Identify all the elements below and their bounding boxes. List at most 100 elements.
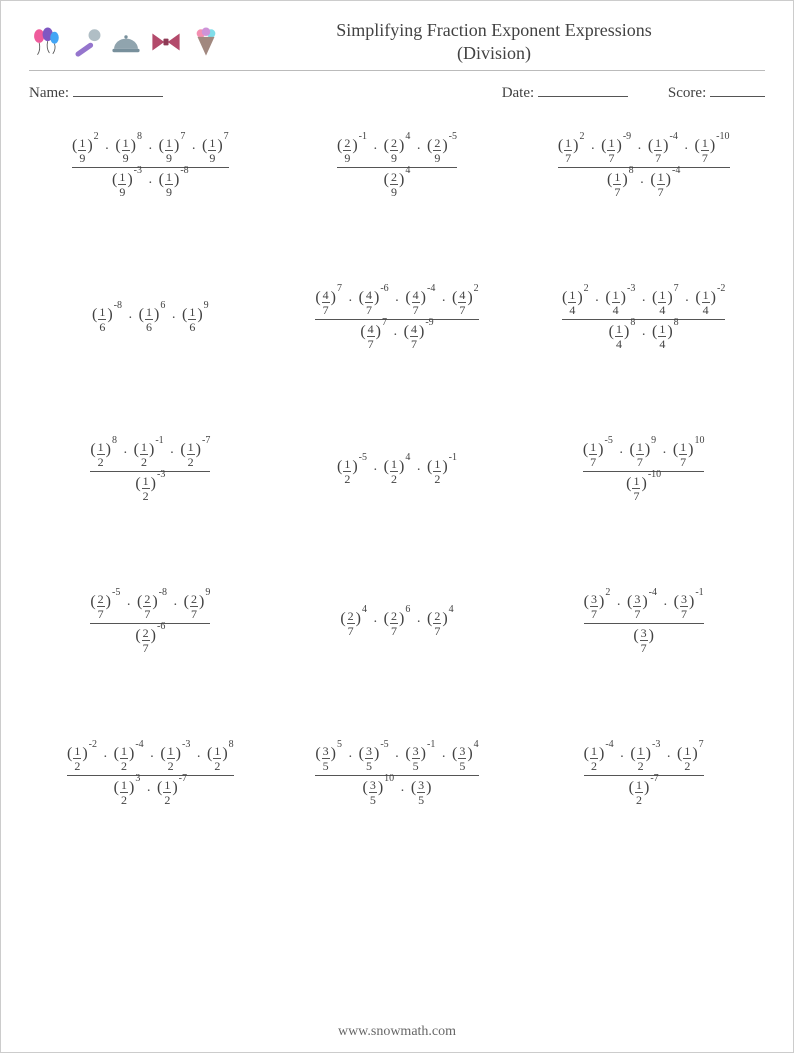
- fraction-term: (12)8: [207, 745, 234, 772]
- fraction-term: (35)5: [315, 745, 342, 772]
- fraction-term: (35)-5: [359, 745, 389, 772]
- fraction-term: (19)-8: [159, 171, 189, 198]
- footer-text: www.snowmath.com: [338, 1024, 456, 1039]
- fraction-term: (37)-1: [674, 593, 704, 620]
- fraction-term: (29)4: [384, 171, 411, 198]
- expression: (12)-4·(12)-3·(12)7(12)-7: [584, 745, 704, 806]
- problem-cell: (37)2·(37)-4·(37)-1(37): [522, 578, 765, 668]
- fraction-term: (14)7: [652, 289, 679, 316]
- expression: (12)8·(12)-1·(12)-7(12)-3: [90, 441, 210, 502]
- fraction-term: (12)-3: [160, 745, 190, 772]
- fraction-term: (27)6: [384, 610, 411, 637]
- fraction-term: (17)-4: [650, 171, 680, 198]
- expression: (14)2·(14)-3·(14)7·(14)-2(14)8·(14)8: [562, 289, 725, 350]
- fraction-term: (29)-5: [427, 137, 457, 164]
- header-icons: [29, 25, 223, 59]
- balloons-icon: [29, 25, 63, 59]
- fraction-term: (12)-1: [427, 458, 457, 485]
- expression: (17)2·(17)-9·(17)-4·(17)-10(17)8·(17)-4: [558, 137, 730, 198]
- fraction-term: (17)9: [630, 441, 657, 468]
- name-label: Name:: [29, 85, 69, 101]
- date-label: Date:: [502, 85, 534, 101]
- fraction-term: (12)-3: [135, 475, 165, 502]
- microphone-icon: [69, 25, 103, 59]
- problem-cell: (47)7·(47)-6·(47)-4·(47)2(47)7·(47)-9: [276, 274, 519, 364]
- fraction-term: (14)2: [562, 289, 589, 316]
- problem-cell: (35)5·(35)-5·(35)-1·(35)4(35)10·(35): [276, 730, 519, 820]
- fraction-term: (19)7: [202, 137, 229, 164]
- problem-cell: (12)-2·(12)-4·(12)-3·(12)8(12)3·(12)-7: [29, 730, 272, 820]
- fraction-term: (14)8: [652, 323, 679, 350]
- fraction-term: (16)9: [182, 306, 209, 333]
- fraction-term: (47)-4: [405, 289, 435, 316]
- fraction-term: (47)-9: [404, 323, 434, 350]
- fraction-term: (35)4: [452, 745, 479, 772]
- fraction-term: (29)-1: [337, 137, 367, 164]
- fraction-term: (12)-7: [157, 779, 187, 806]
- fraction-term: (35)10: [363, 779, 395, 806]
- fraction-term: (17)10: [673, 441, 705, 468]
- expression: (27)-5·(27)-8·(27)9(27)-6: [90, 593, 210, 654]
- expression: (19)2·(19)8·(19)7·(19)7(19)-3·(19)-8: [72, 137, 229, 198]
- fraction-term: (27)4: [427, 610, 454, 637]
- fraction-term: (17)-5: [583, 441, 613, 468]
- score-label: Score:: [668, 85, 706, 101]
- fraction-term: (19)2: [72, 137, 99, 164]
- fraction-term: (12)-3: [630, 745, 660, 772]
- problem-cell: (17)-5·(17)9·(17)10(17)-10: [522, 426, 765, 516]
- score-field: Score:: [668, 81, 765, 102]
- problem-cell: (29)-1·(29)4·(29)-5(29)4: [276, 122, 519, 212]
- fraction-term: (12)4: [384, 458, 411, 485]
- fraction-term: (17)2: [558, 137, 585, 164]
- fraction-term: (14)8: [609, 323, 636, 350]
- fraction-term: (35)-1: [405, 745, 435, 772]
- problem-cell: (19)2·(19)8·(19)7·(19)7(19)-3·(19)-8: [29, 122, 272, 212]
- title-line-2: (Division): [223, 42, 765, 65]
- fraction-term: (47)7: [315, 289, 342, 316]
- bowtie-icon: [149, 25, 183, 59]
- expression: (17)-5·(17)9·(17)10(17)-10: [583, 441, 705, 502]
- cloche-icon: [109, 25, 143, 59]
- expression: (12)-5·(12)4·(12)-1: [337, 458, 457, 485]
- fraction-term: (12)7: [677, 745, 704, 772]
- fraction-term: (27)9: [184, 593, 211, 620]
- fraction-term: (37)-4: [627, 593, 657, 620]
- fraction-term: (12)3: [114, 779, 141, 806]
- worksheet-title: Simplifying Fraction Exponent Expression…: [223, 19, 765, 64]
- fraction-term: (12)-1: [134, 441, 164, 468]
- fraction-term: (12)-7: [629, 779, 659, 806]
- title-line-1: Simplifying Fraction Exponent Expression…: [223, 19, 765, 42]
- problem-cell: (12)-5·(12)4·(12)-1: [276, 426, 519, 516]
- fraction-term: (12)-5: [337, 458, 367, 485]
- fraction-term: (14)-2: [695, 289, 725, 316]
- fraction-term: (27)-5: [90, 593, 120, 620]
- fraction-term: (47)2: [452, 289, 479, 316]
- fraction-term: (19)7: [159, 137, 186, 164]
- fraction-term: (35): [411, 779, 432, 806]
- problem-cell: (27)4·(27)6·(27)4: [276, 578, 519, 668]
- fraction-term: (37)2: [584, 593, 611, 620]
- icecream-cone-icon: [189, 25, 223, 59]
- fraction-term: (17)-10: [626, 475, 661, 502]
- expression: (47)7·(47)-6·(47)-4·(47)2(47)7·(47)-9: [315, 289, 478, 350]
- problem-cell: (17)2·(17)-9·(17)-4·(17)-10(17)8·(17)-4: [522, 122, 765, 212]
- fraction-term: (27)-6: [135, 627, 165, 654]
- fraction-term: (12)-4: [584, 745, 614, 772]
- fraction-term: (27)-8: [137, 593, 167, 620]
- date-blank[interactable]: [538, 81, 628, 97]
- fraction-term: (37): [633, 627, 654, 654]
- fraction-term: (19)8: [115, 137, 142, 164]
- expression: (12)-2·(12)-4·(12)-3·(12)8(12)3·(12)-7: [67, 745, 234, 806]
- fraction-term: (19)-3: [112, 171, 142, 198]
- name-blank[interactable]: [73, 81, 163, 97]
- problem-cell: (16)-8·(16)6·(16)9: [29, 274, 272, 364]
- date-field: Date:: [502, 81, 628, 102]
- fraction-term: (12)-7: [180, 441, 210, 468]
- expression: (29)-1·(29)4·(29)-5(29)4: [337, 137, 457, 198]
- footer: www.snowmath.com: [1, 1024, 793, 1040]
- fraction-term: (47)-6: [359, 289, 389, 316]
- header: Simplifying Fraction Exponent Expression…: [29, 19, 765, 71]
- fraction-term: (27)4: [340, 610, 367, 637]
- expression: (35)5·(35)-5·(35)-1·(35)4(35)10·(35): [315, 745, 478, 806]
- score-blank[interactable]: [710, 81, 765, 97]
